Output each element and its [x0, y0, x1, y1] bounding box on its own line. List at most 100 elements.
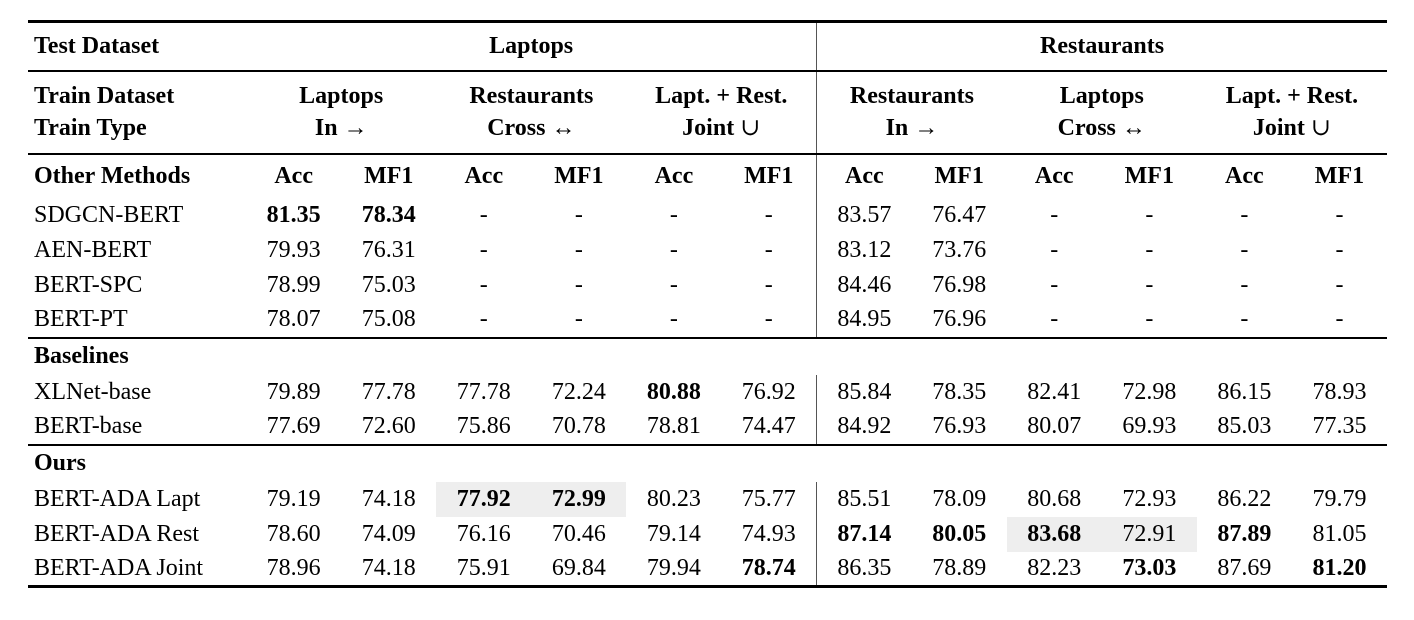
left-right-arrow-icon: ↔ [551, 115, 576, 141]
train-header-row: Train Dataset Train Type Laptops In → Re… [28, 70, 1387, 154]
method-name: XLNet-base [34, 378, 152, 405]
metric-header: Acc [464, 162, 504, 189]
value-cell: 74.18 [361, 485, 416, 512]
value-cell: 87.14 [816, 516, 912, 552]
metric-header: MF1 [554, 162, 604, 189]
value-cell: 74.18 [361, 554, 416, 581]
method-name: SDGCN-BERT [34, 201, 184, 228]
value-cell: - [1050, 306, 1059, 332]
value-cell: - [764, 236, 773, 263]
value-cell: 79.94 [646, 554, 701, 581]
train-group-type: Cross ↔ [1057, 115, 1146, 141]
method-name: BERT-base [34, 413, 143, 439]
value-cell: 83.68 [1006, 516, 1102, 552]
table-body: SDGCN-BERT 81.35 78.34- - - -83.57 76.47- - - - AE… [28, 197, 1387, 587]
value-cell: 83.57 [816, 197, 912, 233]
value-cell: 76.47 [932, 201, 987, 228]
value-cell: 82.41 [1027, 378, 1082, 405]
value-cell: 86.22 [1217, 485, 1272, 512]
section-label-other-methods: Other Methods [34, 162, 191, 189]
value-cell: 78.35 [932, 378, 987, 405]
value-cell: 87.69 [1217, 554, 1272, 581]
method-name: BERT-ADA Lapt [34, 485, 201, 512]
value-cell: - [479, 201, 488, 228]
table-row: BERT-SPC 78.99 75.03 - - - - 84.46 76.98 - - - - [28, 267, 1387, 303]
test-dataset-row: Test Dataset Laptops Restaurants [28, 21, 1387, 71]
train-group-dataset: Restaurants [849, 83, 974, 109]
train-group-type: Joint ∪ [682, 115, 761, 141]
value-cell: 79.14 [646, 520, 701, 547]
value-cell: - [669, 306, 678, 332]
value-cell: 70.78 [551, 413, 606, 439]
value-cell: 74.47 [741, 413, 796, 439]
value-cell: 77.78 [456, 378, 511, 405]
value-cell: 85.51 [816, 481, 912, 517]
value-cell: - [479, 306, 488, 332]
metrics-header-row: Other Methods Acc MF1 Acc MF1 Acc MF1 Ac… [28, 153, 1387, 198]
value-cell: - [574, 201, 583, 228]
value-cell: 75.03 [361, 271, 416, 298]
value-cell: 84.95 [816, 302, 912, 338]
method-name: BERT-ADA Joint [34, 554, 204, 581]
table-row: BERT-base 77.69 72.60 75.86 70.78 78.81 74.47 8… [28, 409, 1387, 445]
metric-header: Acc [816, 153, 912, 198]
value-cell: 76.93 [932, 413, 987, 439]
value-cell: 78.99 [266, 271, 321, 298]
value-cell: 70.46 [551, 520, 606, 547]
value-cell: 78.60 [266, 520, 321, 547]
value-cell: 72.24 [551, 378, 606, 405]
value-cell: 77.35 [1312, 413, 1367, 439]
value-cell: 80.68 [1027, 485, 1082, 512]
value-cell: 75.86 [456, 413, 511, 439]
value-cell: - [1050, 201, 1059, 228]
metric-header: Acc [274, 162, 313, 189]
value-cell: - [1145, 201, 1154, 228]
value-cell: - [1335, 306, 1344, 332]
value-cell: 75.91 [456, 554, 511, 581]
table-row: SDGCN-BERT 81.35 78.34 - - - - 83.57 76.47 - - - - [28, 197, 1387, 233]
method-name: AEN-BERT [34, 236, 152, 263]
table-row: XLNet-base 79.89 77.78 77.78 72.24 80.88 76.92… [28, 374, 1387, 410]
table-row: BERT-ADA Rest 78.60 74.09 76.16 70.46 79.14 74… [28, 516, 1387, 552]
value-cell: - [479, 236, 488, 263]
value-cell: 74.09 [361, 520, 416, 547]
union-icon: ∪ [1310, 115, 1331, 141]
train-group-type: Cross ↔ [487, 115, 576, 141]
value-cell: - [479, 271, 488, 298]
train-group-laptops-in: Laptops In → [246, 71, 436, 154]
metric-header: MF1 [1124, 162, 1174, 189]
table-row: BERT-ADA Lapt 79.19 74.18 77.92 72.99 80.23 75… [28, 481, 1387, 517]
value-cell: 73.03 [1122, 554, 1177, 581]
value-cell: - [1335, 236, 1344, 263]
value-cell: 72.60 [361, 413, 416, 439]
test-dataset-label: Test Dataset [34, 32, 160, 59]
test-group-restaurants: Restaurants [816, 21, 1387, 71]
value-cell: 69.93 [1122, 413, 1177, 439]
train-group-restaurants-in: Restaurants In → [816, 70, 1007, 154]
value-cell: - [574, 271, 583, 298]
value-cell: 76.16 [456, 520, 511, 547]
train-group-type: In → [314, 115, 368, 141]
train-group-type: In → [885, 115, 939, 141]
value-cell: 79.19 [266, 485, 321, 512]
value-cell: - [1240, 271, 1249, 298]
section-row: Baselines [28, 336, 1387, 375]
value-cell: 73.76 [932, 236, 987, 263]
metric-header: Acc [1034, 162, 1074, 189]
value-cell: 82.23 [1027, 554, 1082, 581]
test-group-laptops: Laptops [489, 32, 574, 59]
value-cell: 84.46 [816, 267, 912, 303]
value-cell: 72.98 [1122, 378, 1177, 405]
value-cell: 80.23 [646, 485, 701, 512]
left-right-arrow-icon: ↔ [1121, 115, 1146, 141]
train-group-joint-2: Lapt. + Rest. Joint ∪ [1197, 71, 1387, 154]
value-cell: 83.12 [816, 232, 912, 268]
section-label-baselines: Baselines [28, 336, 1387, 375]
value-cell: - [1050, 271, 1059, 298]
train-group-dataset: Laptops [1059, 83, 1144, 109]
value-cell: 78.34 [361, 201, 416, 228]
table-row: BERT-ADA Joint 78.96 74.18 75.91 69.84 79.94 7… [28, 551, 1387, 587]
value-cell: - [764, 271, 773, 298]
value-cell: 77.78 [361, 378, 416, 405]
